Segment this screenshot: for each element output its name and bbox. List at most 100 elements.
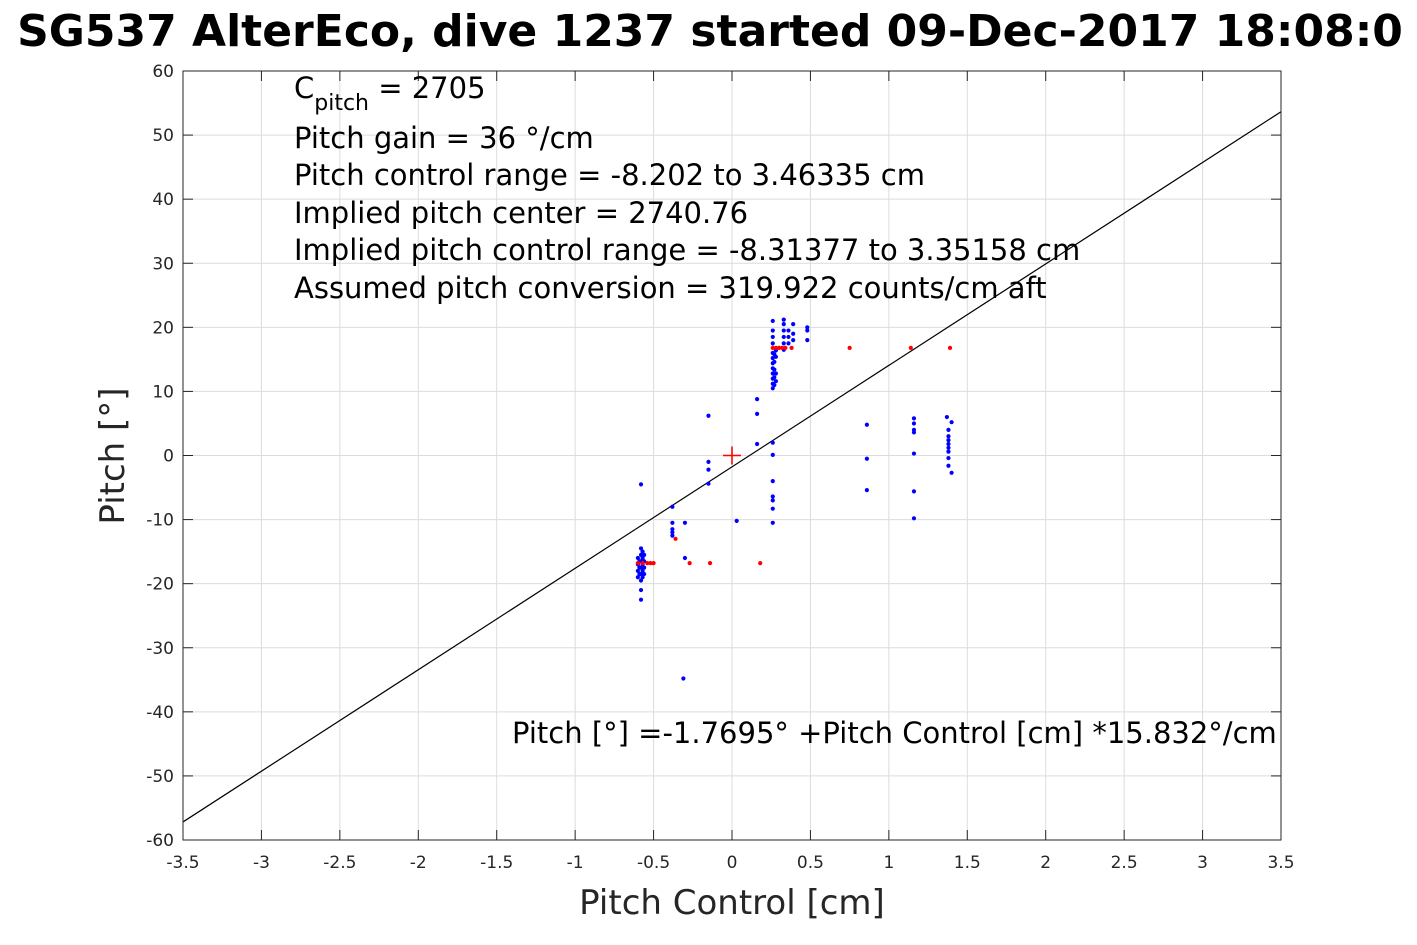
c-pitch-subscript: pitch: [314, 91, 369, 116]
blue-data-point: [638, 578, 644, 583]
blue-data-point: [791, 338, 796, 343]
x-tick-label: -1.5: [480, 853, 513, 873]
blue-data-point: [754, 411, 760, 416]
blue-data-point: [770, 498, 775, 503]
blue-data-point: [638, 571, 644, 577]
blue-data-point: [706, 481, 711, 486]
blue-data-point: [638, 597, 644, 602]
red-data-point: [783, 345, 788, 350]
blue-data-point: [786, 334, 791, 340]
blue-data-point: [805, 338, 810, 343]
y-axis-label: Pitch [°]: [93, 387, 133, 524]
blue-data-point: [944, 414, 949, 420]
annotation-pitch-control-range: Pitch control range = -8.202 to 3.46335 …: [294, 158, 925, 192]
x-tick-label: -3.5: [166, 853, 199, 873]
data-points: [635, 317, 954, 681]
red-data-point: [645, 561, 650, 566]
blue-data-point: [706, 467, 711, 472]
y-tick-label: -30: [146, 639, 174, 659]
y-tick-label: 30: [152, 254, 174, 274]
blue-data-point: [770, 318, 775, 324]
blue-data-point: [791, 331, 796, 336]
y-tick-label: 10: [152, 382, 174, 402]
blue-data-point: [946, 455, 951, 461]
blue-data-point: [781, 341, 786, 346]
x-tick-label: 1.5: [954, 853, 981, 873]
blue-data-point: [773, 379, 779, 384]
blue-data-point: [772, 367, 777, 372]
blue-data-point: [773, 371, 779, 376]
blue-data-point: [638, 587, 644, 593]
blue-data-point: [911, 416, 917, 421]
y-tick-label: 20: [152, 318, 174, 338]
red-data-point: [770, 345, 775, 350]
blue-data-point: [754, 397, 760, 402]
x-axis-label: Pitch Control [cm]: [579, 883, 885, 923]
blue-data-point: [772, 382, 777, 388]
red-data-point: [776, 345, 782, 350]
blue-data-point: [670, 530, 675, 535]
grid-lines: [183, 71, 1281, 840]
blue-data-point: [911, 451, 917, 456]
y-tick-label: -40: [146, 703, 174, 723]
red-data-point: [947, 345, 953, 350]
blue-data-point: [640, 575, 645, 580]
blue-data-point: [781, 317, 786, 322]
y-tick-label: 0: [163, 447, 174, 467]
c-pitch-value: = 2705: [369, 71, 486, 105]
annotation-implied-pitch-center: Implied pitch center = 2740.76: [294, 196, 748, 230]
red-data-point: [640, 561, 645, 566]
blue-data-point: [770, 452, 775, 457]
annotation-implied-control-range: Implied pitch control range = -8.31377 t…: [294, 233, 1080, 267]
blue-data-point: [805, 328, 810, 333]
blue-data-point: [638, 546, 644, 551]
blue-data-point: [670, 520, 675, 525]
y-tick-label: 40: [152, 190, 174, 210]
blue-data-point: [781, 322, 786, 327]
x-tick-label: -1: [567, 853, 584, 873]
blue-data-point: [642, 552, 647, 557]
blue-data-point: [642, 565, 647, 570]
red-data-point: [673, 536, 678, 541]
x-tick-label: 0: [727, 853, 738, 873]
x-tick-label: 3.5: [1267, 853, 1294, 873]
x-tick-label: -3: [253, 853, 270, 873]
red-data-point: [780, 345, 785, 350]
red-data-point: [773, 345, 779, 350]
x-tick-label: -2.5: [323, 853, 356, 873]
blue-data-point: [781, 334, 786, 340]
center-marker-group: [723, 446, 741, 465]
red-data-point: [758, 561, 763, 566]
x-tick-label: 2.5: [1111, 853, 1138, 873]
blue-data-point: [772, 375, 777, 380]
y-tick-label: 60: [152, 62, 174, 82]
blue-data-point: [681, 676, 686, 681]
blue-data-point: [682, 555, 688, 561]
blue-data-point: [706, 413, 711, 418]
blue-data-point: [635, 568, 640, 573]
blue-data-point: [754, 441, 760, 447]
blue-data-point: [949, 420, 954, 425]
c-pitch-symbol: C: [294, 71, 314, 105]
blue-data-point: [638, 552, 644, 557]
chart-title: SG537 AlterEco, dive 1237 started 09-Dec…: [17, 6, 1403, 57]
blue-data-point: [864, 422, 869, 427]
blue-data-point: [946, 427, 951, 432]
blue-data-point: [946, 434, 951, 439]
blue-data-point: [640, 549, 645, 554]
blue-data-point: [949, 470, 954, 475]
blue-data-point: [670, 527, 675, 532]
blue-data-point: [770, 341, 775, 346]
x-tick-label: 3: [1197, 853, 1208, 873]
blue-data-point: [770, 506, 775, 511]
blue-data-point: [786, 341, 791, 346]
annotation-pitch-gain: Pitch gain = 36 °/cm: [294, 121, 594, 155]
regression-fit-line: [182, 111, 1282, 823]
y-axis-ticks: -60 -50 -40 -30 -20 -10 0 10 20 30 40 50 60: [146, 62, 1281, 851]
blue-data-point: [864, 488, 869, 493]
red-data-point: [635, 561, 640, 566]
blue-data-point: [734, 518, 739, 523]
blue-data-point: [670, 533, 675, 538]
blue-data-point: [770, 479, 775, 484]
y-tick-label: -60: [146, 831, 174, 851]
